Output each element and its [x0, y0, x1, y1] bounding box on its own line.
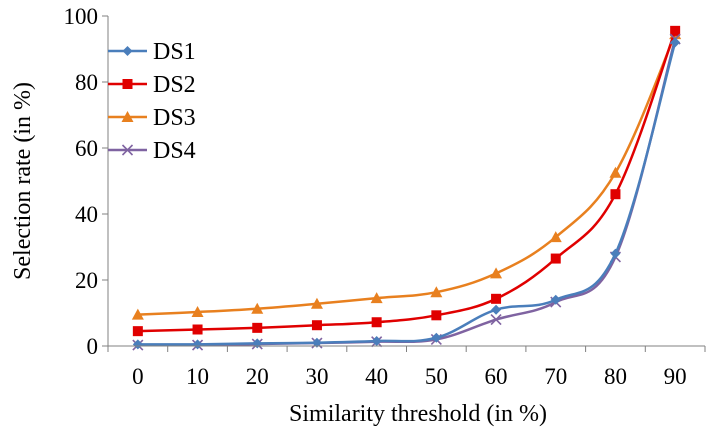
legend-marker-ds3	[121, 111, 134, 122]
y-tick-label: 20	[75, 268, 98, 293]
series-line-ds1	[137, 42, 677, 346]
data-point-ds3	[549, 231, 562, 243]
y-tick-label: 60	[75, 136, 98, 161]
data-point-ds1	[670, 37, 681, 48]
legend-label-ds2: DS2	[153, 72, 196, 98]
x-tick-label: 90	[664, 364, 687, 389]
legend-label-ds3: DS3	[153, 105, 196, 131]
data-point-ds2	[371, 317, 382, 328]
legend-label-ds4: DS4	[153, 138, 196, 164]
data-point-ds1	[311, 337, 322, 348]
data-point-ds2	[431, 310, 442, 321]
data-point-ds3	[310, 297, 323, 309]
legend-label-ds1: DS1	[153, 39, 196, 65]
data-point-ds1	[192, 339, 203, 350]
x-tick-label: 40	[365, 364, 388, 389]
x-tick-label: 20	[246, 364, 269, 389]
data-point-ds1	[371, 336, 382, 347]
data-point-ds2	[670, 25, 681, 36]
data-point-ds1	[550, 294, 561, 305]
data-point-ds3	[251, 302, 264, 314]
data-point-ds1	[132, 339, 143, 350]
x-tick-label: 60	[485, 364, 508, 389]
data-point-ds3	[370, 292, 383, 304]
data-point-ds3	[131, 308, 144, 320]
y-tick-label: 0	[87, 334, 99, 359]
legend-marker-ds1	[122, 46, 133, 56]
data-point-ds1	[491, 304, 502, 315]
x-axis-title: Similarity threshold (in %)	[289, 401, 547, 427]
y-tick-label: 80	[75, 70, 98, 95]
data-point-ds2	[550, 253, 561, 264]
data-point-ds2	[491, 293, 502, 304]
data-point-ds2	[192, 324, 203, 335]
legend: DS1 DS2 DS3 DS4	[108, 39, 196, 164]
legend-marker-ds4	[121, 144, 134, 156]
data-point-ds4	[490, 314, 502, 326]
series-line-ds3	[137, 33, 677, 316]
x-tick-label: 70	[544, 364, 567, 389]
data-point-ds3	[490, 267, 503, 279]
x-tick-label: 0	[132, 364, 144, 389]
data-point-ds2	[311, 320, 322, 331]
x-tick-label: 50	[425, 364, 448, 389]
data-point-ds2	[610, 189, 621, 200]
data-point-ds1	[610, 248, 621, 259]
data-point-ds3	[191, 306, 204, 318]
data-point-ds2	[132, 326, 143, 337]
x-tick-label: 10	[186, 364, 209, 389]
y-tick-label: 100	[64, 4, 99, 29]
y-tick-label: 40	[75, 202, 98, 227]
legend-marker-ds2	[122, 79, 133, 89]
x-tick-label: 80	[604, 364, 627, 389]
y-axis-title: Selection rate (in %)	[10, 82, 36, 280]
x-tick-label: 30	[305, 364, 328, 389]
series-line-ds4	[137, 38, 677, 347]
data-point-ds3	[430, 286, 443, 298]
data-point-ds2	[252, 322, 263, 333]
data-point-ds3	[609, 166, 622, 178]
data-point-ds1	[431, 332, 442, 343]
